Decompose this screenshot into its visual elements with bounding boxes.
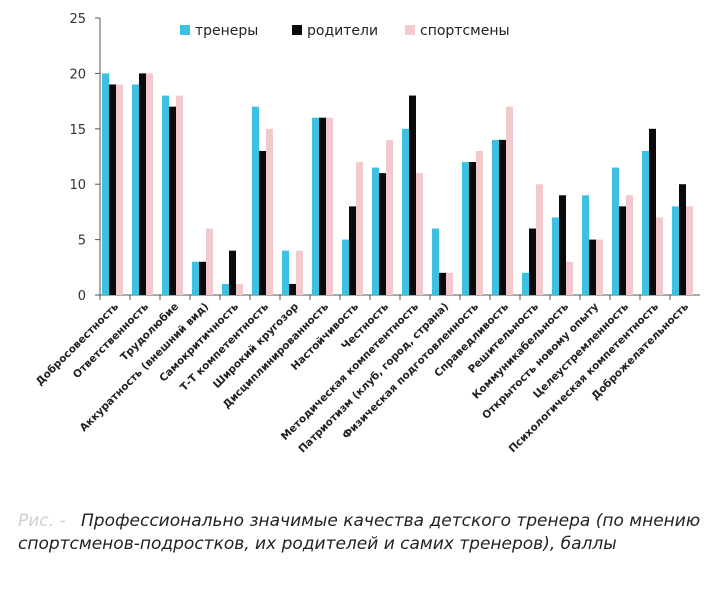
bar-спортсмены (446, 272, 453, 295)
bar-спортсмены (506, 106, 513, 295)
y-tick-label: 0 (78, 289, 86, 304)
bar-спортсмены (416, 173, 423, 295)
bar-тренеры (162, 95, 169, 295)
bar-тренеры (672, 206, 679, 295)
bar-родители (289, 283, 296, 295)
bar-родители (139, 73, 146, 296)
legend-swatch (180, 25, 190, 35)
bar-тренеры (402, 128, 409, 295)
bar-тренеры (462, 162, 469, 295)
bar-спортсмены (296, 250, 303, 295)
bar-тренеры (522, 272, 529, 295)
bar-спортсмены (596, 239, 603, 295)
x-axis-labels: ДобросовестностьОтветственностьТрудолюби… (34, 300, 692, 455)
bar-спортсмены (236, 283, 243, 295)
y-tick-label: 25 (69, 12, 86, 27)
bar-родители (109, 84, 116, 295)
bar-тренеры (342, 239, 349, 295)
bar-родители (649, 128, 656, 295)
bar-спортсмены (686, 206, 693, 295)
bar-родители (199, 261, 206, 295)
bar-спортсмены (536, 184, 543, 295)
legend-label: тренеры (195, 23, 258, 39)
bar-родители (559, 195, 566, 295)
bar-родители (619, 206, 626, 295)
bar-спортсмены (116, 84, 123, 295)
figure-caption: Рис. - Профессионально значимые качества… (18, 510, 708, 556)
y-tick-label: 20 (69, 67, 86, 82)
bar-тренеры (492, 139, 499, 295)
bar-родители (499, 139, 506, 295)
bar-тренеры (642, 150, 649, 295)
bar-тренеры (282, 250, 289, 295)
bar-тренеры (372, 167, 379, 295)
y-tick-label: 10 (69, 178, 86, 193)
bar-спортсмены (476, 150, 483, 295)
y-tick-label: 5 (78, 234, 86, 249)
bar-тренеры (102, 73, 109, 296)
y-tick-label: 15 (69, 123, 86, 138)
bar-родители (379, 173, 386, 295)
bar-chart: 0 5 10 15 20 25 ДобросовестностьОтветственнос… (34, 12, 700, 455)
bar-тренеры (612, 167, 619, 295)
bar-родители (679, 184, 686, 295)
legend: тренеры родители спортсмены (180, 23, 510, 39)
bar-тренеры (552, 217, 559, 295)
caption-prefix: Рис. - (18, 511, 66, 531)
bar-тренеры (132, 84, 139, 295)
bar-тренеры (312, 117, 319, 295)
bar-родители (409, 95, 416, 295)
legend-swatch (405, 25, 415, 35)
legend-label: спортсмены (420, 23, 510, 39)
bar-спортсмены (386, 139, 393, 295)
bar-тренеры (582, 195, 589, 295)
bar-родители (589, 239, 596, 295)
bar-тренеры (432, 228, 439, 295)
bar-тренеры (252, 106, 259, 295)
bar-спортсмены (146, 73, 153, 296)
bars (99, 73, 693, 300)
bar-родители (259, 150, 266, 295)
bar-родители (319, 117, 326, 295)
bar-родители (169, 106, 176, 295)
bar-тренеры (192, 261, 199, 295)
bar-спортсмены (326, 117, 333, 295)
bar-спортсмены (566, 261, 573, 295)
bar-родители (439, 272, 446, 295)
bar-родители (349, 206, 356, 295)
bar-тренеры (222, 283, 229, 295)
bar-родители (529, 228, 536, 295)
bar-спортсмены (356, 162, 363, 295)
bar-спортсмены (206, 228, 213, 295)
caption-text: Профессионально значимые качества детско… (18, 511, 701, 554)
legend-swatch (292, 25, 302, 35)
legend-label: родители (307, 23, 378, 39)
bar-спортсмены (176, 95, 183, 295)
bar-спортсмены (656, 217, 663, 295)
bar-спортсмены (626, 195, 633, 295)
bar-спортсмены (266, 128, 273, 295)
bar-родители (469, 162, 476, 295)
bar-родители (229, 250, 236, 295)
